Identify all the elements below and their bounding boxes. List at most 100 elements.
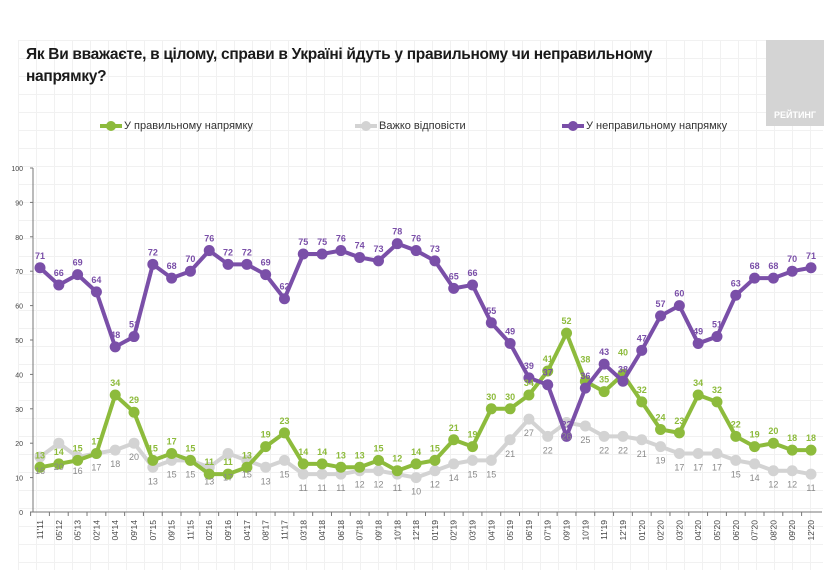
legend-item-wrong-direction: У неправильному напрямку	[562, 120, 727, 132]
data-label: 15	[279, 469, 289, 479]
data-label: 15	[430, 443, 440, 453]
data-point	[504, 337, 516, 349]
data-label: 43	[599, 347, 609, 357]
data-label: 69	[73, 258, 83, 268]
data-label: 13	[204, 476, 214, 486]
data-label: 23	[674, 416, 684, 426]
data-label: 15	[167, 469, 177, 479]
data-point	[128, 437, 140, 449]
x-tick-label: 01'20	[637, 520, 647, 541]
y-tick-label: 80	[15, 235, 23, 242]
x-tick-label: 02'14	[91, 520, 101, 541]
data-point	[354, 251, 366, 263]
data-point	[297, 248, 309, 260]
data-point	[53, 437, 65, 449]
data-label: 21	[449, 423, 459, 433]
data-point	[391, 465, 403, 477]
data-label: 19	[261, 430, 271, 440]
data-label: 18	[806, 433, 816, 443]
data-label: 51	[129, 320, 139, 330]
data-point	[90, 286, 102, 298]
data-label: 22	[543, 445, 553, 455]
data-point	[391, 238, 403, 250]
data-label: 11	[317, 483, 326, 493]
data-label: 75	[317, 237, 327, 247]
legend-swatch	[100, 121, 122, 131]
data-label: 11	[393, 483, 402, 493]
data-point	[655, 441, 667, 453]
data-point	[72, 454, 84, 466]
x-tick-label: 07'20	[750, 520, 760, 541]
data-point	[786, 265, 798, 277]
data-label: 74	[355, 240, 365, 250]
data-label: 14	[449, 473, 459, 483]
data-point	[448, 458, 460, 470]
data-point	[579, 382, 591, 394]
legend-label: У правильному напрямку	[124, 120, 253, 132]
data-label: 70	[185, 254, 195, 264]
data-point	[485, 403, 497, 415]
data-point	[805, 444, 817, 456]
data-label: 16	[73, 466, 83, 476]
data-point	[184, 265, 196, 277]
data-point	[767, 465, 779, 477]
data-point	[805, 468, 817, 480]
x-tick-label: 07'19	[543, 520, 553, 541]
data-point	[241, 461, 253, 473]
data-label: 15	[242, 469, 252, 479]
data-label: 34	[524, 378, 534, 388]
data-label: 15	[486, 469, 496, 479]
data-point	[655, 423, 667, 435]
x-tick-label: 12'19	[618, 520, 628, 541]
legend-item-hard-to-say: Важко відповісти	[355, 120, 466, 132]
data-point	[504, 403, 516, 415]
data-label: 11	[806, 483, 815, 493]
data-point	[429, 465, 441, 477]
data-point	[617, 430, 629, 442]
data-point	[767, 272, 779, 284]
y-tick-label: 90	[15, 200, 23, 207]
data-point	[429, 454, 441, 466]
data-label: 15	[73, 443, 83, 453]
data-point	[90, 448, 102, 460]
data-label: 51	[712, 320, 722, 330]
data-point	[542, 430, 554, 442]
data-point	[786, 444, 798, 456]
data-point	[335, 245, 347, 257]
x-tick-label: 09'14	[129, 520, 139, 541]
y-tick-label: 0	[19, 510, 23, 517]
data-label: 76	[411, 234, 421, 244]
y-tick-label: 60	[15, 304, 23, 311]
data-label: 60	[674, 289, 684, 299]
data-point	[749, 458, 761, 470]
data-point	[523, 372, 535, 384]
data-point	[203, 468, 215, 480]
x-tick-label: 12'20	[806, 520, 816, 541]
data-label: 40	[618, 347, 628, 357]
data-label: 73	[373, 244, 383, 254]
data-label: 11	[299, 483, 308, 493]
x-tick-label: 04'19	[486, 520, 496, 541]
data-label: 20	[129, 452, 139, 462]
data-label: 72	[148, 247, 158, 257]
data-point	[749, 441, 761, 453]
data-point	[203, 245, 215, 257]
data-label: 13	[35, 450, 45, 460]
x-tick-label: 03'19	[468, 520, 478, 541]
data-label: 47	[637, 333, 647, 343]
logo-text: РЕЙТИНГ	[773, 110, 817, 120]
data-label: 19	[656, 456, 666, 466]
data-point	[429, 255, 441, 267]
data-point	[542, 379, 554, 391]
x-tick-label: 04'14	[110, 520, 120, 541]
data-label: 13	[242, 450, 252, 460]
data-label: 17	[223, 473, 233, 483]
data-label: 13	[261, 476, 271, 486]
data-point	[222, 468, 234, 480]
data-point	[222, 448, 234, 460]
data-label: 72	[223, 247, 233, 257]
data-point	[692, 337, 704, 349]
data-point	[278, 454, 290, 466]
x-tick-label: 05'12	[54, 520, 64, 541]
